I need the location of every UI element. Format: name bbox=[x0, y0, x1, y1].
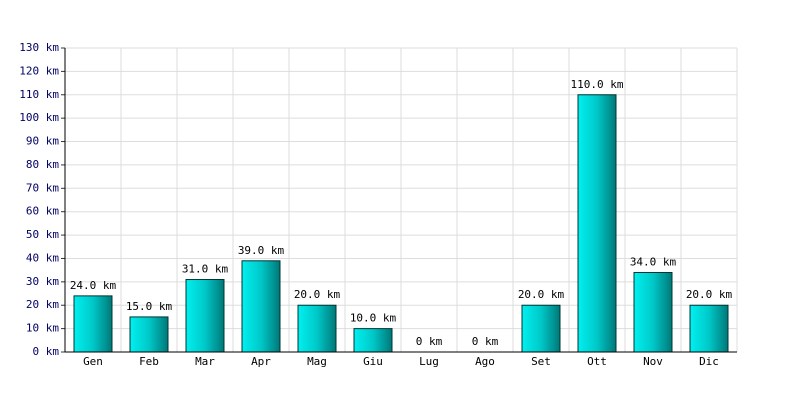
value-label: 24.0 km bbox=[70, 279, 117, 292]
bar bbox=[297, 304, 337, 353]
value-label: 15.0 km bbox=[126, 300, 173, 313]
bar bbox=[185, 279, 225, 353]
x-tick-label: Dic bbox=[699, 355, 719, 368]
value-label: 20.0 km bbox=[294, 288, 341, 301]
bar bbox=[241, 260, 281, 353]
value-label: 0 km bbox=[416, 335, 443, 348]
y-tick-label: 130 km bbox=[19, 41, 59, 54]
x-tick-label: Mag bbox=[307, 355, 327, 368]
x-tick-label: Ago bbox=[475, 355, 495, 368]
bar bbox=[73, 295, 113, 353]
y-tick-label: 110 km bbox=[19, 88, 59, 101]
x-tick-label: Ott bbox=[587, 355, 607, 368]
bar bbox=[689, 304, 729, 353]
y-tick-label: 120 km bbox=[19, 64, 59, 77]
y-tick-label: 80 km bbox=[26, 158, 59, 171]
y-tick-label: 0 km bbox=[33, 345, 60, 358]
y-tick-label: 10 km bbox=[26, 322, 59, 335]
x-tick-label: Gen bbox=[83, 355, 103, 368]
y-tick-label: 60 km bbox=[26, 205, 59, 218]
y-tick-label: 100 km bbox=[19, 111, 59, 124]
x-tick-label: Feb bbox=[139, 355, 159, 368]
y-tick-label: 90 km bbox=[26, 135, 59, 148]
value-label: 34.0 km bbox=[630, 255, 677, 268]
value-label: 10.0 km bbox=[350, 312, 397, 325]
value-label: 39.0 km bbox=[238, 244, 285, 257]
y-tick-label: 30 km bbox=[26, 275, 59, 288]
bar bbox=[521, 304, 561, 353]
x-tick-label: Giu bbox=[363, 355, 383, 368]
bar bbox=[633, 271, 673, 353]
x-tick-label: Apr bbox=[251, 355, 271, 368]
value-label: 110.0 km bbox=[571, 78, 624, 91]
x-tick-label: Mar bbox=[195, 355, 215, 368]
y-tick-label: 70 km bbox=[26, 181, 59, 194]
y-tick-label: 20 km bbox=[26, 298, 59, 311]
y-tick-label: 50 km bbox=[26, 228, 59, 241]
x-tick-label: Set bbox=[531, 355, 551, 368]
bar bbox=[353, 328, 393, 353]
value-label: 20.0 km bbox=[518, 288, 565, 301]
y-tick-label: 40 km bbox=[26, 251, 59, 264]
value-label: 31.0 km bbox=[182, 263, 229, 276]
bar bbox=[129, 316, 169, 353]
x-tick-label: Nov bbox=[643, 355, 663, 368]
value-label: 20.0 km bbox=[686, 288, 733, 301]
bar bbox=[577, 94, 617, 353]
x-tick-label: Lug bbox=[419, 355, 439, 368]
value-label: 0 km bbox=[472, 335, 499, 348]
